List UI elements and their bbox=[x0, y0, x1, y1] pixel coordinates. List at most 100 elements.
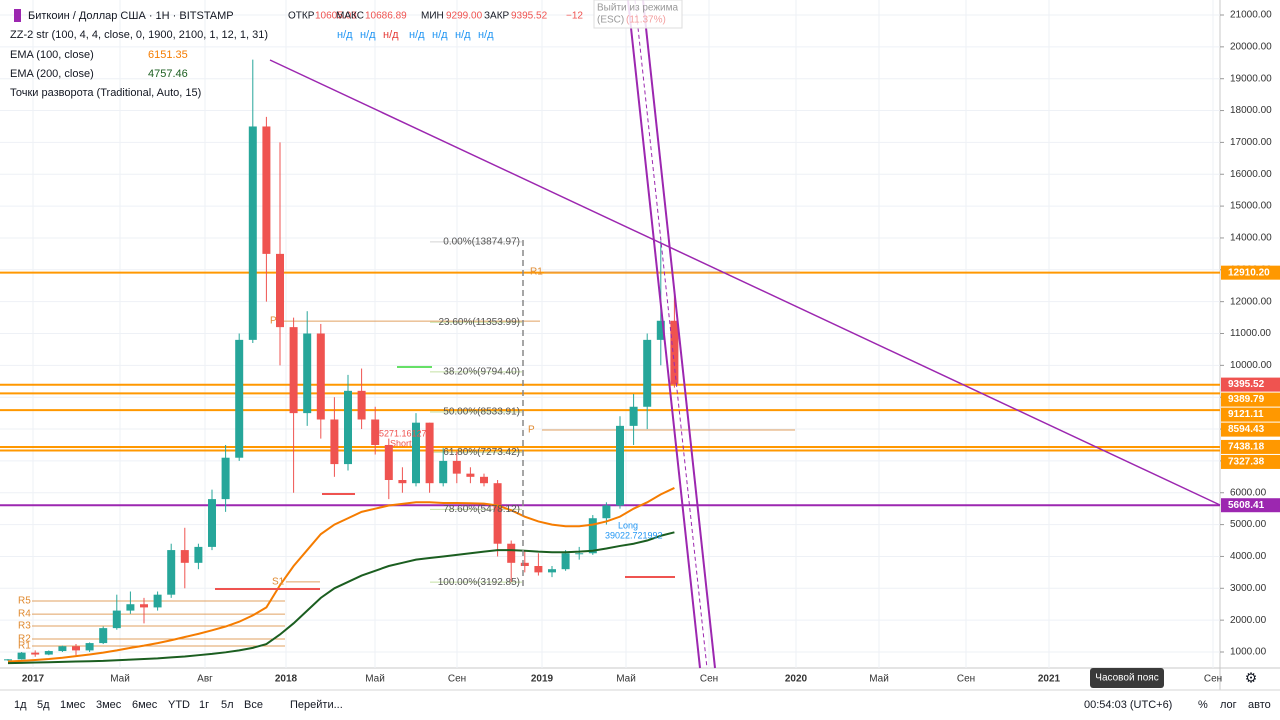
candle-body bbox=[17, 652, 26, 660]
candle-body bbox=[153, 594, 162, 608]
pivot-label: P bbox=[270, 316, 277, 327]
y-tick-label: 17000.00 bbox=[1230, 137, 1272, 148]
level-label-box bbox=[1221, 498, 1280, 513]
indicator-value: н/д bbox=[337, 29, 353, 41]
level-label: 12910.20 bbox=[1228, 267, 1270, 278]
ohlc-label: ОТКР bbox=[288, 11, 315, 22]
candle-body bbox=[384, 444, 393, 481]
indicator-value: н/д bbox=[478, 29, 494, 41]
candle-body bbox=[72, 646, 80, 651]
y-tick-label: 6000.00 bbox=[1230, 487, 1267, 498]
y-tick-label: 3000.00 bbox=[1230, 583, 1267, 594]
fib-label: 78.60%(5478.12) bbox=[443, 504, 520, 515]
ohlc-value: 9299.00 bbox=[446, 11, 483, 22]
range-button[interactable]: YTD bbox=[168, 699, 190, 711]
trend-line bbox=[269, 59, 1221, 506]
candle-body bbox=[588, 518, 597, 554]
candle-body bbox=[85, 643, 94, 651]
candle-body bbox=[112, 610, 121, 629]
candle-body bbox=[194, 546, 203, 563]
y-tick-label: 11000.00 bbox=[1230, 328, 1271, 339]
ohlc-value: 9395.52 bbox=[511, 11, 548, 22]
indicator-value: н/д bbox=[360, 29, 376, 41]
range-button[interactable]: 1г bbox=[199, 699, 209, 711]
ohlc-value: 10605.03 bbox=[315, 11, 357, 22]
range-button[interactable]: 3мес bbox=[96, 699, 122, 711]
level-label-box bbox=[1221, 392, 1280, 407]
x-tick-label: Сен bbox=[700, 674, 718, 685]
indicator-name[interactable]: ZZ-2 str (100, 4, 4, close, 0, 1900, 210… bbox=[10, 29, 268, 41]
y-tick-label: 2000.00 bbox=[1230, 615, 1267, 626]
annotation: Short bbox=[390, 438, 412, 448]
candle-body bbox=[140, 604, 148, 608]
range-button[interactable]: 1мес bbox=[60, 699, 86, 711]
fib-label: 61.80%(7273.42) bbox=[443, 447, 520, 458]
indicator-name[interactable]: EMA (100, close) bbox=[10, 49, 94, 61]
candle-body bbox=[180, 550, 189, 563]
candle-body bbox=[534, 566, 543, 573]
candle-body bbox=[31, 652, 40, 655]
indicator-name[interactable]: Точки разворота (Traditional, Auto, 15) bbox=[10, 87, 201, 99]
indicator-value: 6151.35 bbox=[148, 49, 188, 61]
x-tick-label: Май bbox=[869, 674, 889, 685]
clock[interactable]: 00:54:03 (UTC+6) bbox=[1084, 699, 1172, 711]
level-label-box bbox=[1221, 377, 1280, 392]
y-tick-label: 4000.00 bbox=[1230, 551, 1267, 562]
settings-icon[interactable]: ⚙ bbox=[1245, 670, 1258, 686]
y-tick-label: 16000.00 bbox=[1230, 169, 1272, 180]
candle-body bbox=[235, 339, 244, 458]
candle-body bbox=[4, 659, 12, 661]
x-tick-label: 2021 bbox=[1038, 674, 1061, 685]
range-button[interactable]: 5л bbox=[221, 699, 234, 711]
level-label-box bbox=[1221, 422, 1280, 437]
pivot-label: R2 bbox=[18, 634, 31, 645]
channel-line bbox=[627, 0, 701, 669]
x-tick-label: Май bbox=[616, 674, 636, 685]
tz-tooltip-box bbox=[1090, 668, 1164, 688]
indicator-value: 4757.46 bbox=[148, 68, 188, 80]
candle-body bbox=[643, 339, 652, 407]
symbol-icon bbox=[14, 9, 21, 22]
ohlc-label: МАКС bbox=[336, 11, 364, 22]
indicator-value: н/д bbox=[409, 29, 425, 41]
range-button[interactable]: 5д bbox=[37, 699, 50, 711]
level-label: 5608.41 bbox=[1228, 500, 1265, 511]
x-tick-label: 2019 bbox=[531, 674, 554, 685]
level-label: 8594.43 bbox=[1228, 424, 1265, 435]
candle-body bbox=[289, 327, 298, 414]
candle-body bbox=[520, 562, 529, 567]
goto-button[interactable]: Перейти... bbox=[290, 699, 343, 711]
change: −12 bbox=[566, 11, 583, 22]
indicator-name[interactable]: EMA (200, close) bbox=[10, 68, 94, 80]
candle-body bbox=[629, 406, 638, 426]
candle-body bbox=[493, 483, 502, 544]
percent-button[interactable]: % bbox=[1198, 699, 1208, 711]
candle-body bbox=[412, 422, 420, 484]
candle-body bbox=[602, 505, 611, 519]
candle-body bbox=[575, 553, 584, 555]
log-button[interactable]: лог bbox=[1220, 699, 1237, 711]
candle-body bbox=[262, 126, 271, 254]
range-button[interactable]: 1д bbox=[14, 699, 27, 711]
y-tick-label: 1000.00 bbox=[1230, 647, 1267, 658]
y-tick-label: 15000.00 bbox=[1230, 201, 1272, 212]
candle-body bbox=[561, 553, 570, 570]
candle-body bbox=[670, 320, 679, 385]
range-button[interactable]: 6мес bbox=[132, 699, 158, 711]
auto-button[interactable]: авто bbox=[1248, 699, 1271, 711]
ohlc-value: 10686.89 bbox=[365, 11, 407, 22]
level-label-box bbox=[1221, 407, 1280, 422]
candle-body bbox=[398, 480, 407, 484]
x-tick-label: 2020 bbox=[785, 674, 808, 685]
pivot-label: R1 bbox=[18, 641, 31, 652]
candle-body bbox=[507, 543, 516, 563]
fib-label: 50.00%(8533.91) bbox=[443, 407, 520, 418]
fib-label: 100.00%(3192.85) bbox=[438, 577, 520, 588]
x-tick-label: 2017 bbox=[22, 674, 45, 685]
indicator-value: н/д bbox=[455, 29, 471, 41]
ema-line bbox=[7, 531, 675, 665]
x-tick-label: Май bbox=[365, 674, 385, 685]
range-button[interactable]: Все bbox=[244, 699, 263, 711]
y-tick-label: 21000.00 bbox=[1230, 10, 1272, 21]
